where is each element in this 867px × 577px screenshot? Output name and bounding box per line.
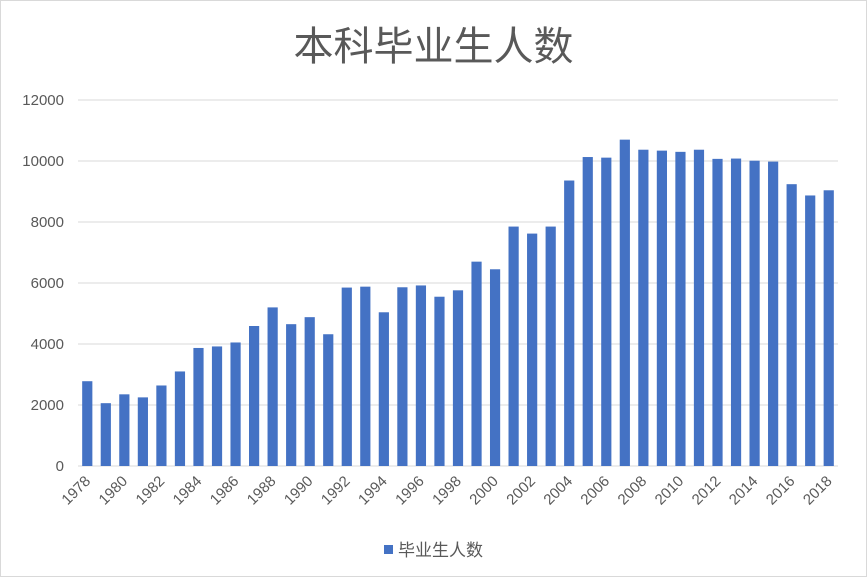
bar-2008 bbox=[638, 149, 649, 466]
x-tick-label: 2006 bbox=[578, 473, 614, 509]
y-tick-label: 10000 bbox=[22, 153, 64, 170]
bar-1981 bbox=[137, 397, 148, 466]
bar-1999 bbox=[471, 261, 482, 466]
x-tick-label: 1980 bbox=[96, 473, 132, 509]
x-tick-label: 1998 bbox=[429, 473, 465, 509]
bar-1988 bbox=[267, 307, 278, 466]
x-tick-label: 1988 bbox=[244, 473, 280, 509]
bar-1991 bbox=[323, 334, 334, 466]
bar-1982 bbox=[156, 385, 167, 466]
legend: 毕业生人数 bbox=[0, 536, 867, 561]
bar-2005 bbox=[582, 157, 593, 466]
legend-label: 毕业生人数 bbox=[398, 541, 483, 561]
bar-1978 bbox=[82, 381, 93, 466]
bar-1979 bbox=[100, 403, 111, 466]
legend-swatch bbox=[384, 544, 393, 554]
y-tick-label: 2000 bbox=[31, 397, 64, 414]
x-tick-label: 1986 bbox=[207, 473, 243, 509]
y-tick-label: 0 bbox=[56, 458, 64, 475]
bar-2015 bbox=[768, 161, 779, 467]
bar-1990 bbox=[304, 317, 315, 466]
bar-1986 bbox=[230, 342, 241, 466]
bar-1985 bbox=[211, 346, 223, 466]
bar-1997 bbox=[434, 296, 445, 466]
bar-2013 bbox=[730, 158, 742, 466]
chart-title: 本科毕业生人数 bbox=[293, 24, 574, 70]
bar-2004 bbox=[564, 180, 575, 466]
bar-1992 bbox=[341, 287, 352, 466]
x-tick-label: 2000 bbox=[466, 473, 502, 509]
y-tick-label: 4000 bbox=[31, 336, 64, 353]
bar-1983 bbox=[174, 371, 186, 466]
bar-1980 bbox=[119, 394, 130, 466]
x-tick-label: 1996 bbox=[392, 473, 428, 509]
bar-2018 bbox=[823, 190, 834, 466]
x-tick-label: 1984 bbox=[170, 473, 206, 509]
x-tick-label: 2012 bbox=[689, 473, 725, 509]
x-tick-label: 2010 bbox=[652, 473, 688, 509]
bar-2012 bbox=[712, 158, 723, 467]
y-tick-label: 8000 bbox=[31, 214, 64, 231]
bar-1989 bbox=[286, 324, 297, 466]
x-tick-label: 1992 bbox=[318, 473, 354, 509]
bar-1996 bbox=[415, 285, 427, 466]
y-tick-label: 12000 bbox=[22, 92, 64, 109]
bar-1998 bbox=[452, 290, 464, 466]
bar-1993 bbox=[360, 286, 371, 466]
bar-2002 bbox=[527, 233, 538, 466]
y-tick-label: 6000 bbox=[31, 275, 64, 292]
y-axis-labels: 0 2000 4000 6000 8000 10000 12000 bbox=[22, 92, 64, 475]
bar-2010 bbox=[675, 151, 686, 466]
bar-2016 bbox=[786, 184, 797, 466]
x-tick-label: 2014 bbox=[726, 473, 762, 509]
bar-1994 bbox=[378, 312, 389, 466]
bar-1987 bbox=[249, 326, 260, 466]
bar-1995 bbox=[397, 287, 408, 466]
bar-1984 bbox=[193, 347, 204, 466]
bar-2001 bbox=[508, 226, 519, 466]
bar-2014 bbox=[749, 160, 760, 466]
x-tick-label: 2004 bbox=[540, 473, 576, 509]
x-axis-labels: 1978 1980 1982 1984 1986 1988 1990 1992 1994 1996… bbox=[58, 473, 835, 509]
bars bbox=[82, 139, 834, 467]
x-tick-label: 2018 bbox=[800, 473, 836, 509]
bar-2006 bbox=[601, 157, 612, 466]
x-tick-label: 1982 bbox=[133, 473, 169, 509]
x-tick-label: 2002 bbox=[503, 473, 539, 509]
bar-2000 bbox=[489, 269, 501, 466]
bar-2009 bbox=[656, 150, 667, 466]
x-tick-label: 2016 bbox=[763, 473, 799, 509]
x-tick-label: 1990 bbox=[281, 473, 317, 509]
x-tick-label: 1994 bbox=[355, 473, 391, 509]
bar-2007 bbox=[619, 139, 630, 466]
bar-2017 bbox=[805, 195, 816, 466]
x-tick-label: 2008 bbox=[615, 473, 651, 509]
x-tick-label: 1978 bbox=[58, 473, 94, 509]
bar-2003 bbox=[545, 226, 556, 466]
bar-2011 bbox=[693, 149, 705, 466]
